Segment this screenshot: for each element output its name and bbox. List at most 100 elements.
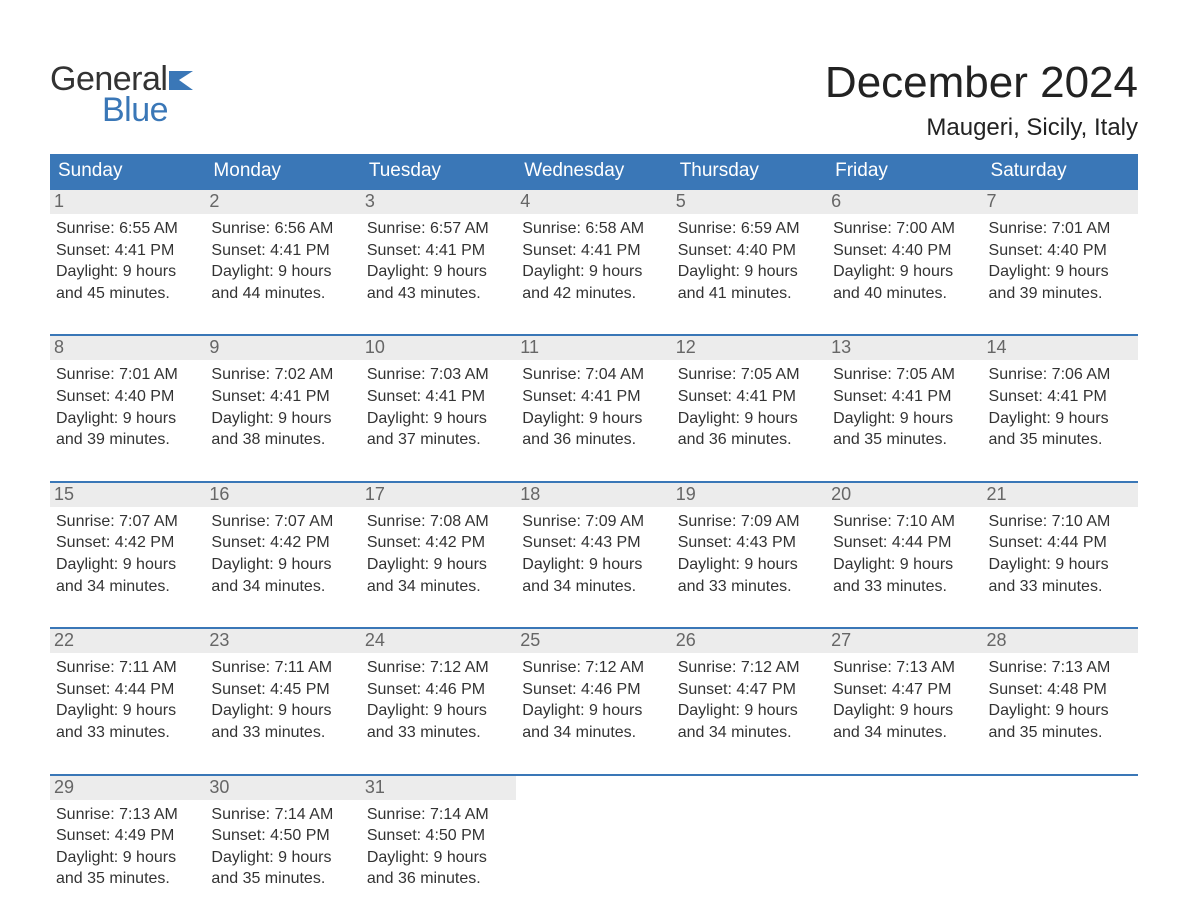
day-line-d2: and 33 minutes.: [56, 722, 199, 744]
day-line-sunset: Sunset: 4:47 PM: [833, 679, 976, 701]
day-body: Sunrise: 7:06 AMSunset: 4:41 PMDaylight:…: [989, 364, 1132, 450]
day-line-sunrise: Sunrise: 7:14 AM: [367, 804, 510, 826]
day-body: Sunrise: 7:09 AMSunset: 4:43 PMDaylight:…: [678, 511, 821, 597]
day-number: 24: [361, 629, 516, 653]
dow-cell: Monday: [205, 154, 360, 188]
day-line-sunset: Sunset: 4:50 PM: [367, 825, 510, 847]
day-line-sunrise: Sunrise: 6:55 AM: [56, 218, 199, 240]
day-line-d1: Daylight: 9 hours: [678, 261, 821, 283]
day-line-sunset: Sunset: 4:41 PM: [367, 386, 510, 408]
day-line-sunset: Sunset: 4:40 PM: [989, 240, 1132, 262]
day-number: 5: [672, 190, 827, 214]
day-line-d1: Daylight: 9 hours: [989, 408, 1132, 430]
day-line-sunrise: Sunrise: 7:13 AM: [989, 657, 1132, 679]
day-line-sunrise: Sunrise: 7:04 AM: [522, 364, 665, 386]
day-line-d2: and 40 minutes.: [833, 283, 976, 305]
day-cell: .: [672, 776, 827, 894]
day-number: 27: [827, 629, 982, 653]
day-line-d2: and 33 minutes.: [211, 722, 354, 744]
day-line-sunrise: Sunrise: 7:08 AM: [367, 511, 510, 533]
day-cell: 4Sunrise: 6:58 AMSunset: 4:41 PMDaylight…: [516, 190, 671, 308]
day-body: Sunrise: 7:05 AMSunset: 4:41 PMDaylight:…: [678, 364, 821, 450]
day-line-d2: and 34 minutes.: [367, 576, 510, 598]
day-line-sunrise: Sunrise: 6:59 AM: [678, 218, 821, 240]
day-body: Sunrise: 7:11 AMSunset: 4:45 PMDaylight:…: [211, 657, 354, 743]
day-line-sunset: Sunset: 4:50 PM: [211, 825, 354, 847]
day-line-d1: Daylight: 9 hours: [833, 700, 976, 722]
day-cell: 20Sunrise: 7:10 AMSunset: 4:44 PMDayligh…: [827, 483, 982, 601]
day-line-d2: and 41 minutes.: [678, 283, 821, 305]
day-line-sunset: Sunset: 4:41 PM: [522, 386, 665, 408]
day-line-d2: and 36 minutes.: [522, 429, 665, 451]
day-number: 2: [205, 190, 360, 214]
day-line-sunset: Sunset: 4:40 PM: [833, 240, 976, 262]
day-line-d2: and 34 minutes.: [56, 576, 199, 598]
day-line-sunset: Sunset: 4:43 PM: [522, 532, 665, 554]
day-number: 1: [50, 190, 205, 214]
day-body: Sunrise: 7:13 AMSunset: 4:49 PMDaylight:…: [56, 804, 199, 890]
day-line-d1: Daylight: 9 hours: [522, 408, 665, 430]
day-cell: 15Sunrise: 7:07 AMSunset: 4:42 PMDayligh…: [50, 483, 205, 601]
day-line-sunset: Sunset: 4:42 PM: [56, 532, 199, 554]
day-line-sunrise: Sunrise: 7:13 AM: [56, 804, 199, 826]
day-line-sunrise: Sunrise: 7:07 AM: [211, 511, 354, 533]
day-line-d2: and 38 minutes.: [211, 429, 354, 451]
day-line-sunrise: Sunrise: 7:10 AM: [833, 511, 976, 533]
day-line-sunset: Sunset: 4:46 PM: [522, 679, 665, 701]
week-row: 15Sunrise: 7:07 AMSunset: 4:42 PMDayligh…: [50, 481, 1138, 601]
day-cell: .: [827, 776, 982, 894]
day-number: 11: [516, 336, 671, 360]
day-line-sunset: Sunset: 4:41 PM: [833, 386, 976, 408]
day-line-sunrise: Sunrise: 7:03 AM: [367, 364, 510, 386]
day-line-sunrise: Sunrise: 7:09 AM: [522, 511, 665, 533]
week-row: 22Sunrise: 7:11 AMSunset: 4:44 PMDayligh…: [50, 627, 1138, 747]
day-body: Sunrise: 7:12 AMSunset: 4:46 PMDaylight:…: [367, 657, 510, 743]
day-line-d1: Daylight: 9 hours: [678, 554, 821, 576]
day-number: 31: [361, 776, 516, 800]
day-line-d1: Daylight: 9 hours: [678, 700, 821, 722]
day-body: Sunrise: 7:12 AMSunset: 4:47 PMDaylight:…: [678, 657, 821, 743]
day-body: Sunrise: 6:55 AMSunset: 4:41 PMDaylight:…: [56, 218, 199, 304]
day-line-d2: and 45 minutes.: [56, 283, 199, 305]
day-line-sunrise: Sunrise: 7:07 AM: [56, 511, 199, 533]
dow-cell: Friday: [827, 154, 982, 188]
day-line-sunrise: Sunrise: 7:00 AM: [833, 218, 976, 240]
day-line-sunrise: Sunrise: 6:57 AM: [367, 218, 510, 240]
day-line-sunset: Sunset: 4:41 PM: [522, 240, 665, 262]
day-number: 23: [205, 629, 360, 653]
day-line-d1: Daylight: 9 hours: [56, 408, 199, 430]
day-line-d2: and 39 minutes.: [989, 283, 1132, 305]
day-line-sunset: Sunset: 4:43 PM: [678, 532, 821, 554]
day-line-d1: Daylight: 9 hours: [833, 261, 976, 283]
day-body: Sunrise: 7:07 AMSunset: 4:42 PMDaylight:…: [211, 511, 354, 597]
day-body: Sunrise: 7:14 AMSunset: 4:50 PMDaylight:…: [211, 804, 354, 890]
day-body: Sunrise: 6:56 AMSunset: 4:41 PMDaylight:…: [211, 218, 354, 304]
day-number: 16: [205, 483, 360, 507]
day-body: Sunrise: 7:13 AMSunset: 4:48 PMDaylight:…: [989, 657, 1132, 743]
day-line-sunset: Sunset: 4:41 PM: [989, 386, 1132, 408]
day-cell: 21Sunrise: 7:10 AMSunset: 4:44 PMDayligh…: [983, 483, 1138, 601]
day-number: 29: [50, 776, 205, 800]
day-cell: 12Sunrise: 7:05 AMSunset: 4:41 PMDayligh…: [672, 336, 827, 454]
day-line-sunrise: Sunrise: 7:09 AM: [678, 511, 821, 533]
day-cell: 14Sunrise: 7:06 AMSunset: 4:41 PMDayligh…: [983, 336, 1138, 454]
days-of-week-row: SundayMondayTuesdayWednesdayThursdayFrid…: [50, 154, 1138, 188]
day-number: 28: [983, 629, 1138, 653]
day-line-d2: and 42 minutes.: [522, 283, 665, 305]
day-line-d2: and 33 minutes.: [833, 576, 976, 598]
day-body: Sunrise: 7:07 AMSunset: 4:42 PMDaylight:…: [56, 511, 199, 597]
day-number: 13: [827, 336, 982, 360]
day-line-sunset: Sunset: 4:44 PM: [833, 532, 976, 554]
day-line-sunset: Sunset: 4:41 PM: [211, 240, 354, 262]
day-number: 30: [205, 776, 360, 800]
day-line-sunrise: Sunrise: 7:12 AM: [522, 657, 665, 679]
dow-cell: Thursday: [672, 154, 827, 188]
day-line-d2: and 34 minutes.: [833, 722, 976, 744]
day-line-d1: Daylight: 9 hours: [678, 408, 821, 430]
day-line-d2: and 35 minutes.: [989, 429, 1132, 451]
day-body: Sunrise: 7:10 AMSunset: 4:44 PMDaylight:…: [833, 511, 976, 597]
day-line-sunrise: Sunrise: 7:02 AM: [211, 364, 354, 386]
day-line-sunset: Sunset: 4:44 PM: [56, 679, 199, 701]
day-line-sunrise: Sunrise: 7:05 AM: [678, 364, 821, 386]
day-number: 7: [983, 190, 1138, 214]
